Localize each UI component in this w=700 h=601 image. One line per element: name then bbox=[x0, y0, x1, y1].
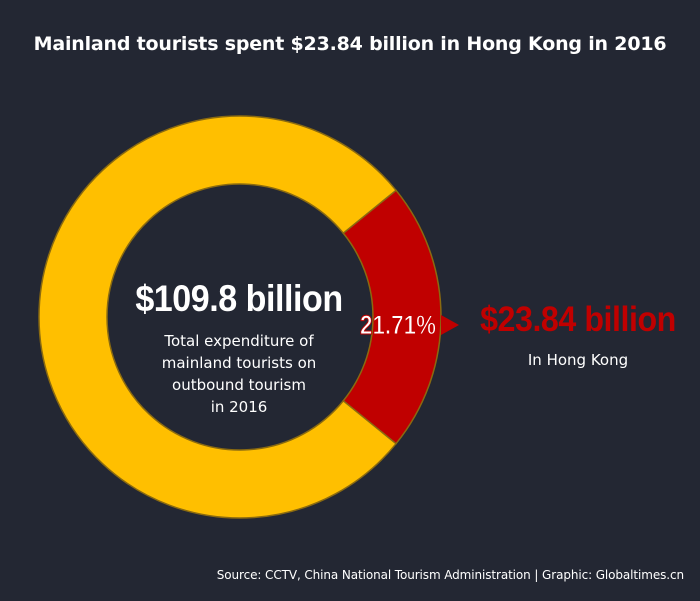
slice-percent-label: 21.71% bbox=[360, 310, 436, 340]
caption-line-4: in 2016 bbox=[210, 398, 268, 416]
slice-hong-kong bbox=[342, 189, 442, 445]
slice-other-destinations bbox=[38, 115, 398, 519]
donut-slices bbox=[38, 115, 442, 519]
chart-title: Mainland tourists spent $23.84 billion i… bbox=[33, 33, 667, 55]
total-expenditure-value: $109.8 billion bbox=[135, 278, 343, 319]
pointer-arrow bbox=[441, 315, 459, 335]
hong-kong-caption: In Hong Kong bbox=[527, 351, 629, 369]
caption-line-3: outbound tourism bbox=[172, 376, 306, 394]
caption-line-1: Total expenditure of bbox=[164, 332, 314, 350]
caption-line-2: mainland tourists on bbox=[161, 354, 317, 372]
total-expenditure-caption: Total expenditure of mainland tourists o… bbox=[148, 330, 330, 418]
hong-kong-value: $23.84 billion bbox=[480, 300, 676, 339]
source-note: Source: CCTV, China National Tourism Adm… bbox=[216, 568, 684, 582]
